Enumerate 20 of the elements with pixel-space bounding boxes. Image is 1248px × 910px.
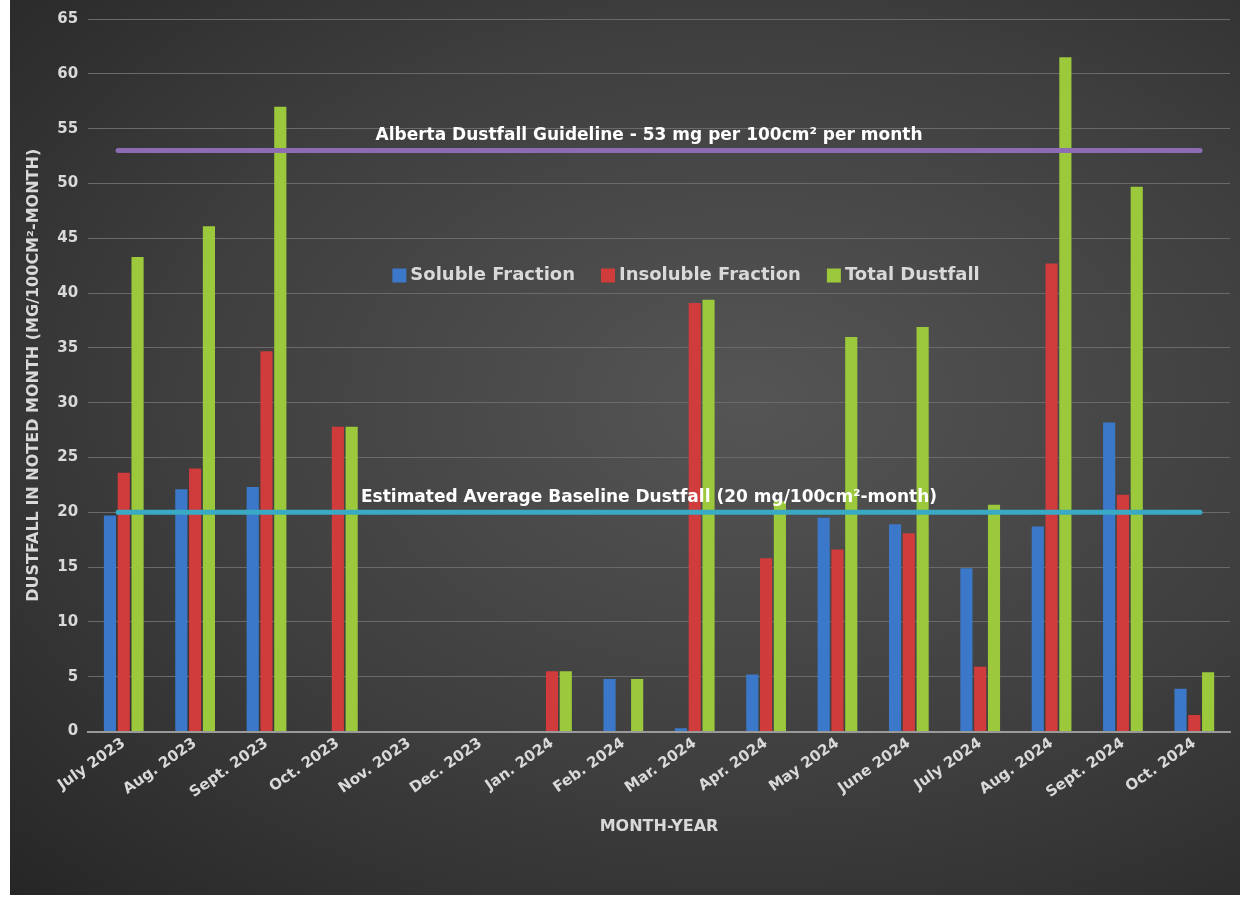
y-tick-label: 35 [57, 337, 79, 356]
y-tick-label: 5 [67, 666, 79, 685]
y-tick-label: 50 [57, 173, 79, 192]
legend-label: Insoluble Fraction [618, 263, 801, 285]
y-tick-label: 30 [57, 392, 79, 411]
y-tick-label: 65 [57, 8, 79, 27]
legend-label: Total Dustfall [844, 263, 980, 285]
ref-line-label: Alberta Dustfall Guideline - 53 mg per 100cm² per month [375, 124, 923, 145]
y-tick-label: 45 [57, 228, 79, 247]
y-tick-label: 20 [57, 502, 79, 521]
y-tick-label: 0 [67, 721, 79, 740]
legend-label: Soluble Fraction [410, 263, 575, 285]
y-tick-label: 55 [57, 118, 79, 137]
y-tick-label: 10 [57, 611, 79, 630]
y-tick-label: 15 [57, 557, 79, 575]
y-tick-label: 40 [57, 282, 79, 301]
y-tick-label: 25 [57, 447, 79, 466]
y-axis-title: DUSTFALL IN NOTED MONTH (MG/100CM²-MONTH) [22, 148, 42, 602]
x-axis-title: MONTH-YEAR [599, 815, 719, 835]
y-tick-label: 60 [57, 63, 79, 82]
